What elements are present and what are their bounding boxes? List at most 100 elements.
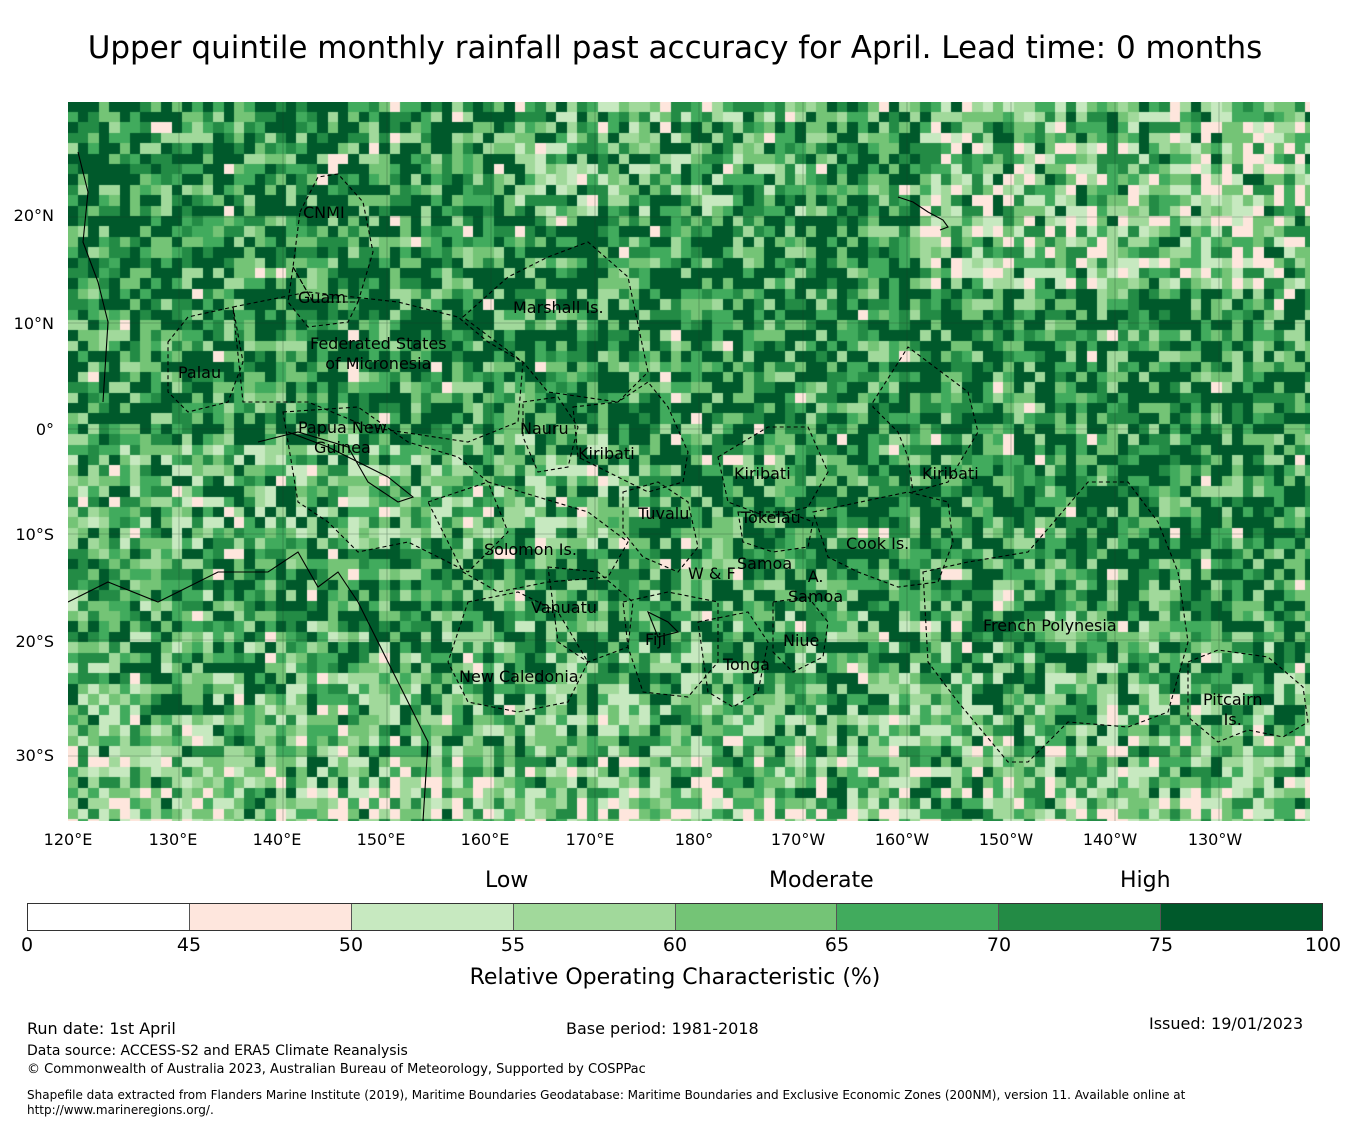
region-label-cook: Cook Is. bbox=[846, 534, 910, 553]
new-guinea-coast bbox=[257, 431, 415, 503]
lon-label: 140°W bbox=[1082, 830, 1138, 849]
philippines-coast bbox=[77, 151, 109, 403]
eez-solomon bbox=[427, 481, 629, 593]
eez-french-polynesia bbox=[922, 481, 1189, 763]
eez-marshall bbox=[462, 241, 649, 403]
region-label-niue: Niue bbox=[783, 631, 820, 650]
lon-label: 130°W bbox=[1187, 830, 1243, 849]
roc-heatmap bbox=[68, 102, 1310, 821]
lat-label: 10°N bbox=[13, 314, 54, 333]
region-label-french-polynesia: French Polynesia bbox=[983, 616, 1117, 635]
region-label-american-samoa: A. Samoa bbox=[788, 567, 844, 606]
region-label-new-caledonia: New Caledonia bbox=[459, 667, 579, 686]
colorbar-tick: 65 bbox=[824, 934, 850, 956]
colorbar-segment bbox=[189, 904, 352, 930]
colorbar-label: Relative Operating Characteristic (%) bbox=[469, 965, 881, 990]
lon-label: 120°E bbox=[43, 830, 93, 849]
eez-fiji bbox=[622, 591, 719, 698]
lon-label: 170°E bbox=[565, 830, 615, 849]
region-label-tuvalu: Tuvalu bbox=[638, 504, 690, 523]
eez-boundaries bbox=[167, 173, 1309, 763]
eez-kiribati-west bbox=[572, 381, 689, 493]
colorbar-segment bbox=[999, 904, 1162, 930]
rainfall-accuracy-map: CNMI Guam Marshall Is. Federated States … bbox=[68, 102, 1310, 821]
colorbar-segment bbox=[1161, 904, 1322, 930]
region-label-cnmi: CNMI bbox=[303, 203, 345, 222]
lat-label: 0° bbox=[35, 420, 54, 439]
base-period: Base period: 1981-2018 bbox=[566, 1019, 759, 1038]
legend-category-low: Low bbox=[485, 868, 529, 893]
lon-label: 160°W bbox=[874, 830, 930, 849]
map-overlay bbox=[68, 102, 1310, 821]
region-label-nauru: Nauru bbox=[520, 419, 569, 438]
colorbar-tick: 70 bbox=[986, 934, 1012, 956]
eez-niue bbox=[772, 596, 829, 673]
copyright: © Commonwealth of Australia 2023, Austra… bbox=[27, 1062, 646, 1077]
data-source: Data source: ACCESS-S2 and ERA5 Climate … bbox=[27, 1043, 408, 1059]
colorbar-segment bbox=[28, 904, 190, 930]
region-label-fsm: Federated States of Micronesia bbox=[310, 334, 447, 373]
lat-label: 30°S bbox=[15, 746, 54, 765]
region-label-vanuatu: Vanuatu bbox=[531, 598, 598, 617]
lon-label: 150°W bbox=[978, 830, 1034, 849]
hawaii-coast bbox=[897, 196, 949, 231]
region-label-png: Papua New Guinea bbox=[298, 418, 387, 457]
issued-date: Issued: 19/01/2023 bbox=[1149, 1014, 1304, 1033]
eez-guam bbox=[287, 265, 359, 328]
colorbar-segment bbox=[351, 904, 514, 930]
lon-label: 160°E bbox=[460, 830, 510, 849]
eez-nauru bbox=[522, 396, 579, 473]
region-label-tonga: Tonga bbox=[723, 655, 770, 674]
eez-kiribati-central bbox=[717, 426, 829, 518]
lon-label: 150°E bbox=[356, 830, 406, 849]
lat-label: 10°S bbox=[15, 525, 54, 544]
eez-pitcairn bbox=[1187, 649, 1309, 743]
eez-fsm bbox=[232, 291, 524, 443]
eez-tonga bbox=[697, 611, 769, 708]
eez-palau bbox=[167, 306, 244, 413]
eez-cnmi bbox=[292, 173, 374, 303]
map-title: Upper quintile monthly rainfall past acc… bbox=[87, 30, 1263, 66]
colorbar bbox=[27, 903, 1323, 931]
colorbar-tick: 55 bbox=[500, 934, 526, 956]
colorbar-segment bbox=[837, 904, 1000, 930]
eez-tuvalu bbox=[622, 481, 699, 573]
lon-label: 170°W bbox=[770, 830, 826, 849]
lon-label: 130°E bbox=[148, 830, 198, 849]
colorbar-segment bbox=[513, 904, 676, 930]
lon-label: 140°E bbox=[252, 830, 302, 849]
region-label-samoa: Samoa bbox=[737, 554, 793, 573]
region-label-solomon: Solomon Is. bbox=[484, 540, 577, 559]
colorbar-tick: 50 bbox=[338, 934, 364, 956]
legend-category-moderate: Moderate bbox=[769, 868, 874, 893]
colorbar-tick: 75 bbox=[1148, 934, 1174, 956]
colorbar-segment bbox=[675, 904, 838, 930]
eez-png bbox=[282, 406, 509, 573]
colorbar-tick: 0 bbox=[20, 934, 34, 956]
lat-label: 20°S bbox=[15, 632, 54, 651]
lat-label: 20°N bbox=[13, 206, 54, 225]
eez-tokelau bbox=[737, 511, 814, 553]
eez-new-caledonia bbox=[447, 591, 589, 713]
colorbar-tick: 100 bbox=[1304, 934, 1342, 956]
region-label-fiji: Fiji bbox=[645, 630, 667, 649]
coastlines bbox=[68, 151, 949, 821]
region-label-palau: Palau bbox=[178, 363, 222, 382]
region-label-guam: Guam bbox=[298, 288, 346, 307]
colorbar-tick: 45 bbox=[176, 934, 202, 956]
new-zealand-coast bbox=[646, 610, 680, 638]
marineregions-link[interactable]: http://www.marineregions.org/. bbox=[27, 1103, 214, 1117]
gridlines bbox=[68, 102, 1310, 821]
region-label-kiribati-west: Kiribati bbox=[578, 444, 635, 463]
region-label-marshall: Marshall Is. bbox=[513, 298, 604, 317]
shapefile-credit: Shapefile data extracted from Flanders M… bbox=[27, 1088, 1186, 1102]
region-label-tokelau: Tokelau bbox=[741, 508, 801, 527]
colorbar-tick: 60 bbox=[662, 934, 688, 956]
region-label-kiribati-central: Kiribati bbox=[734, 464, 791, 483]
region-label-kiribati-east: Kiribati bbox=[922, 464, 979, 483]
region-label-wallis-futuna: W & F bbox=[688, 564, 736, 583]
lon-label: 180° bbox=[674, 830, 714, 849]
legend-category-high: High bbox=[1120, 868, 1171, 893]
region-label-pitcairn: Pitcairn Is. bbox=[1203, 690, 1263, 729]
run-date: Run date: 1st April bbox=[27, 1019, 176, 1038]
